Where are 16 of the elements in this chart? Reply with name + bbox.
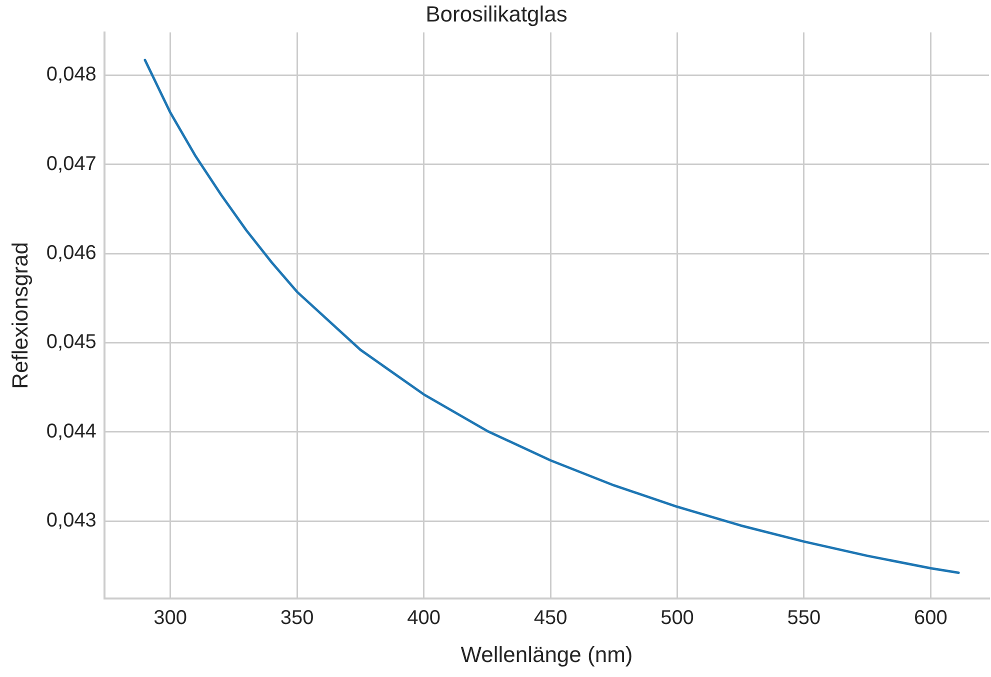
y-tick-label: 0,044	[46, 420, 96, 442]
chart-title: Borosilikatglas	[426, 1, 568, 26]
x-tick-label: 400	[407, 607, 440, 630]
x-axis-title: Wellenlänge (nm)	[460, 642, 633, 667]
y-tick-label: 0,048	[46, 64, 96, 86]
x-tick-label: 450	[534, 607, 568, 630]
x-tick-label: 350	[280, 607, 314, 630]
y-tick-label: 0,043	[46, 510, 96, 532]
x-tick-label: 600	[914, 607, 948, 630]
y-tick-label: 0,045	[46, 331, 96, 354]
x-tick-label: 300	[154, 607, 188, 630]
y-tick-label: 0,047	[46, 152, 96, 175]
x-tick-label: 550	[787, 607, 821, 630]
y-axis-title: Reflexionsgrad	[7, 242, 32, 389]
x-tick-label: 500	[660, 607, 694, 630]
y-tick-label: 0,046	[46, 242, 96, 264]
